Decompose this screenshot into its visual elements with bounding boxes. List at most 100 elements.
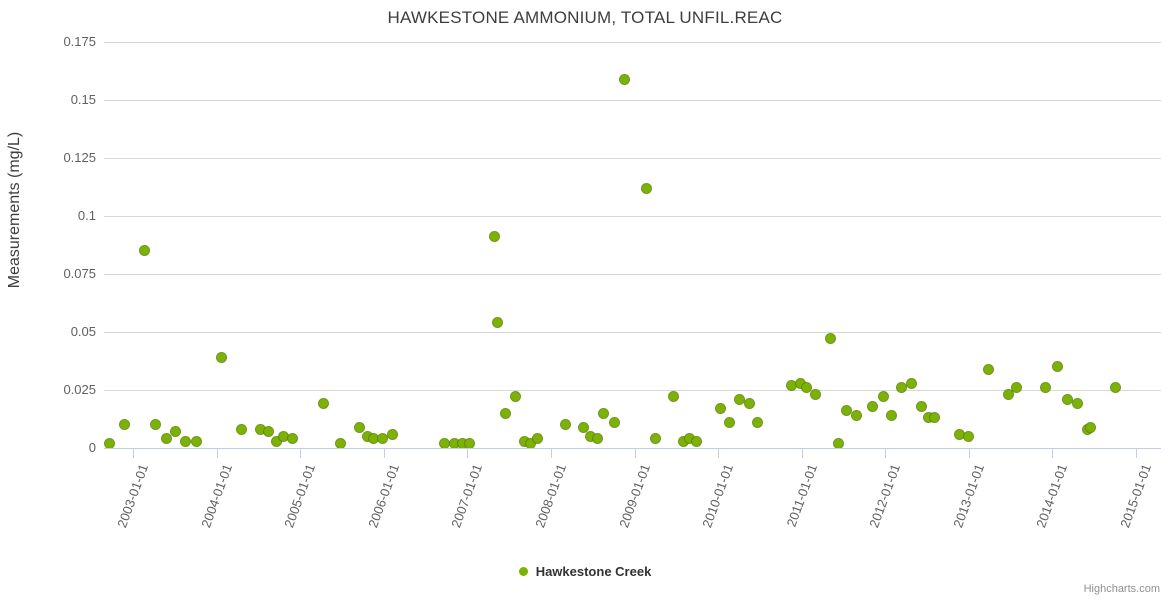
y-tick-label: 0.025 xyxy=(63,382,96,397)
data-point[interactable] xyxy=(650,434,660,444)
data-point[interactable] xyxy=(1011,383,1021,393)
data-point[interactable] xyxy=(237,424,247,434)
data-point[interactable] xyxy=(151,420,161,430)
data-point[interactable] xyxy=(140,246,150,256)
data-point[interactable] xyxy=(593,434,603,444)
data-point[interactable] xyxy=(610,417,620,427)
y-gridline xyxy=(104,158,1161,159)
x-tick xyxy=(885,449,887,458)
data-point[interactable] xyxy=(745,399,755,409)
data-point[interactable] xyxy=(691,436,701,446)
data-point[interactable] xyxy=(1086,422,1096,432)
data-point[interactable] xyxy=(279,431,289,441)
data-point[interactable] xyxy=(724,417,734,427)
data-point[interactable] xyxy=(1111,383,1121,393)
data-point[interactable] xyxy=(897,383,907,393)
data-point[interactable] xyxy=(440,438,450,448)
data-point[interactable] xyxy=(1052,362,1062,372)
data-point[interactable] xyxy=(255,424,265,434)
y-gridline xyxy=(104,42,1161,43)
x-tick xyxy=(133,449,135,458)
data-point[interactable] xyxy=(833,438,843,448)
x-tick-label: 2011-01-01 xyxy=(783,462,820,529)
data-point[interactable] xyxy=(585,431,595,441)
data-point[interactable] xyxy=(264,427,274,437)
data-point[interactable] xyxy=(678,436,688,446)
data-point[interactable] xyxy=(457,438,467,448)
data-point[interactable] xyxy=(852,411,862,421)
data-point[interactable] xyxy=(510,392,520,402)
data-point[interactable] xyxy=(519,436,529,446)
data-point[interactable] xyxy=(795,378,805,388)
data-point[interactable] xyxy=(526,438,536,448)
x-tick-label: 2009-01-01 xyxy=(615,462,653,530)
data-point[interactable] xyxy=(955,429,965,439)
data-point[interactable] xyxy=(120,420,130,430)
data-point[interactable] xyxy=(560,420,570,430)
data-point[interactable] xyxy=(1041,383,1051,393)
data-point[interactable] xyxy=(906,378,916,388)
data-point[interactable] xyxy=(171,427,181,437)
x-tick xyxy=(1052,449,1054,458)
data-point[interactable] xyxy=(355,422,365,432)
y-gridline xyxy=(104,216,1161,217)
data-point[interactable] xyxy=(493,318,503,328)
data-point[interactable] xyxy=(377,434,387,444)
data-point[interactable] xyxy=(842,406,852,416)
data-point[interactable] xyxy=(716,404,726,414)
data-point[interactable] xyxy=(362,431,372,441)
data-point[interactable] xyxy=(271,436,281,446)
y-gridline xyxy=(104,390,1161,391)
data-point[interactable] xyxy=(930,413,940,423)
y-tick-label: 0.1 xyxy=(77,208,96,223)
x-tick-label: 2015-01-01 xyxy=(1117,462,1155,530)
highcharts-credit[interactable]: Highcharts.com xyxy=(1083,583,1160,595)
data-point[interactable] xyxy=(489,232,499,242)
data-point[interactable] xyxy=(599,408,609,418)
data-point[interactable] xyxy=(335,438,345,448)
x-tick xyxy=(300,449,302,458)
data-point[interactable] xyxy=(1072,399,1082,409)
data-point[interactable] xyxy=(387,429,397,439)
data-point[interactable] xyxy=(924,413,934,423)
data-point[interactable] xyxy=(810,390,820,400)
data-point[interactable] xyxy=(192,436,202,446)
data-point[interactable] xyxy=(465,438,475,448)
data-point[interactable] xyxy=(879,392,889,402)
legend-marker-icon xyxy=(518,567,528,577)
data-point[interactable] xyxy=(369,434,379,444)
data-point[interactable] xyxy=(669,392,679,402)
data-point[interactable] xyxy=(641,183,651,193)
data-point[interactable] xyxy=(449,438,459,448)
y-axis-tick-labels: 0 0.025 0.05 0.075 0.1 0.125 0.15 0.175 xyxy=(0,34,96,455)
data-point[interactable] xyxy=(1004,390,1014,400)
legend-item-label: Hawkestone Creek xyxy=(535,564,652,580)
chart-legend[interactable]: Hawkestone Creek xyxy=(0,563,1170,579)
data-point[interactable] xyxy=(735,394,745,404)
data-point[interactable] xyxy=(579,422,589,432)
data-point[interactable] xyxy=(802,383,812,393)
data-point[interactable] xyxy=(319,399,329,409)
x-tick xyxy=(801,449,803,458)
y-tick-label: 0 xyxy=(88,440,96,455)
data-point[interactable] xyxy=(916,401,926,411)
data-point[interactable] xyxy=(287,434,297,444)
data-point[interactable] xyxy=(217,353,227,363)
data-point[interactable] xyxy=(533,434,543,444)
data-point[interactable] xyxy=(964,431,974,441)
data-point[interactable] xyxy=(104,438,114,448)
data-point[interactable] xyxy=(162,434,172,444)
data-point[interactable] xyxy=(984,364,994,374)
data-point[interactable] xyxy=(752,417,762,427)
data-point[interactable] xyxy=(620,74,630,84)
data-point[interactable] xyxy=(887,411,897,421)
data-point[interactable] xyxy=(181,436,191,446)
data-point[interactable] xyxy=(685,434,695,444)
data-point[interactable] xyxy=(1062,394,1072,404)
x-tick-label: 2012-01-01 xyxy=(866,462,904,530)
data-point[interactable] xyxy=(868,401,878,411)
data-point[interactable] xyxy=(500,408,510,418)
x-tick-label: 2008-01-01 xyxy=(532,462,570,530)
data-point[interactable] xyxy=(825,334,835,344)
data-point[interactable] xyxy=(787,380,797,390)
